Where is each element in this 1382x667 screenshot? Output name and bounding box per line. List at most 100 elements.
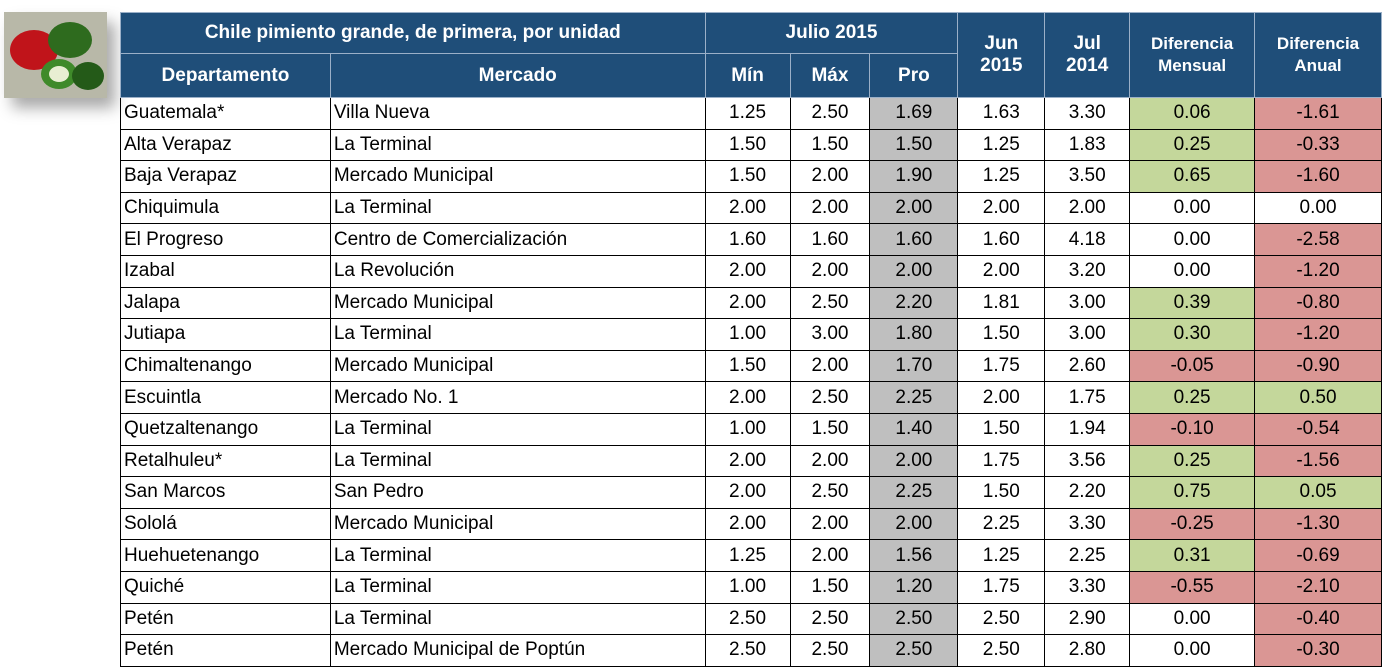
table-cell: 2.00: [704, 286, 791, 320]
table-cell: 2.50: [869, 634, 959, 667]
table-cell: 3.50: [1044, 160, 1131, 193]
table-cell: 1.00: [704, 570, 791, 604]
table-cell: 2.00: [957, 191, 1046, 225]
table-row: Quetzaltenango La Terminal 1.00 1.50 1.40 1.5…: [120, 412, 1382, 446]
table-cell: 3.30: [1044, 570, 1131, 604]
table-cell: 1.50: [957, 318, 1046, 351]
table-cell: Mercado Municipal de Poptún: [329, 634, 706, 667]
table-cell: -1.30: [1254, 507, 1382, 541]
table-cell: La Terminal: [329, 570, 706, 604]
table-cell: Escuintla: [120, 381, 331, 414]
table-row: Petén Mercado Municipal de Poptún 2.50 2.50…: [120, 634, 1382, 667]
table-cell: 0.06: [1129, 97, 1256, 130]
table-cell: Mercado Municipal: [329, 286, 706, 320]
table-cell: 2.50: [789, 634, 871, 667]
table-cell: 1.94: [1044, 412, 1131, 446]
column-header: Mercado: [329, 53, 706, 98]
table-cell: 2.50: [957, 634, 1046, 667]
table-cell: 2.00: [869, 191, 959, 225]
period-header: Julio 2015: [704, 12, 959, 54]
table-cell: -1.20: [1254, 318, 1382, 351]
table-cell: Alta Verapaz: [120, 128, 331, 162]
table-cell: Mercado No. 1: [329, 381, 706, 414]
table-cell: 2.00: [957, 254, 1046, 288]
table-cell: -1.60: [1254, 160, 1382, 193]
table-cell: 1.25: [957, 160, 1046, 193]
column-header: Pro: [869, 53, 959, 98]
jul-header: Jul 2014: [1044, 12, 1131, 98]
table-cell: Mercado Municipal: [329, 349, 706, 383]
dif-anual-header: Diferencia Anual: [1254, 12, 1382, 98]
table-row: Sololá Mercado Municipal 2.00 2.00 2.00 2.25 3…: [120, 507, 1382, 541]
table-cell: 1.90: [869, 160, 959, 193]
table-cell: 1.75: [957, 570, 1046, 604]
table-cell: 3.00: [1044, 286, 1131, 320]
table-cell: 3.56: [1044, 444, 1131, 478]
table-cell: -0.10: [1129, 412, 1256, 446]
table-cell: 2.25: [869, 381, 959, 414]
table-row: Petén La Terminal 2.50 2.50 2.50 2.50 2.90 0.00…: [120, 602, 1382, 636]
table-row: Alta Verapaz La Terminal 1.50 1.50 1.50 1.25 1…: [120, 128, 1382, 162]
table-cell: 0.25: [1129, 444, 1256, 478]
table-cell: San Marcos: [120, 476, 331, 509]
table-cell: 1.25: [704, 97, 791, 130]
table-row: Guatemala* Villa Nueva 1.25 2.50 1.69 1.63 3.3…: [120, 97, 1382, 130]
table-cell: 2.00: [704, 507, 791, 541]
table-row: Huehuetenango La Terminal 1.25 2.00 1.56 1.25…: [120, 539, 1382, 572]
table-cell: 2.25: [869, 476, 959, 509]
header-line: Anual: [1294, 56, 1342, 75]
table-cell: Centro de Comercialización: [329, 223, 706, 256]
table-cell: Mercado Municipal: [329, 507, 706, 541]
table-cell: 1.50: [789, 412, 871, 446]
table-cell: 1.50: [789, 128, 871, 162]
table-row: Escuintla Mercado No. 1 2.00 2.50 2.25 2.00 1.…: [120, 381, 1382, 414]
table-cell: 0.00: [1129, 254, 1256, 288]
table-cell: La Terminal: [329, 602, 706, 636]
table-cell: 1.75: [957, 349, 1046, 383]
table-cell: 3.00: [789, 318, 871, 351]
table-cell: 2.00: [1044, 191, 1131, 225]
table-cell: 2.50: [789, 476, 871, 509]
table-cell: -0.55: [1129, 570, 1256, 604]
table-cell: La Revolución: [329, 254, 706, 288]
table-cell: 1.20: [869, 570, 959, 604]
table-cell: -1.61: [1254, 97, 1382, 130]
header-line: Jul: [1073, 33, 1101, 54]
table-cell: 2.00: [869, 507, 959, 541]
table-cell: Guatemala*: [120, 97, 331, 130]
table-row: Baja Verapaz Mercado Municipal 1.50 2.00 1.9…: [120, 160, 1382, 193]
header-line: 2014: [1066, 55, 1109, 76]
table-cell: -0.40: [1254, 602, 1382, 636]
table-cell: -0.80: [1254, 286, 1382, 320]
table-cell: 1.25: [704, 539, 791, 572]
table-cell: Villa Nueva: [329, 97, 706, 130]
table-cell: 1.50: [789, 570, 871, 604]
table-cell: -0.90: [1254, 349, 1382, 383]
table-cell: 2.00: [704, 381, 791, 414]
table-cell: 2.00: [789, 254, 871, 288]
header-line: 2015: [980, 55, 1023, 76]
table-cell: 0.00: [1129, 634, 1256, 667]
header-line: Jun: [984, 33, 1019, 54]
table-cell: La Terminal: [329, 191, 706, 225]
table-cell: 2.00: [789, 160, 871, 193]
table-cell: Petén: [120, 602, 331, 636]
table-row: Chimaltenango Mercado Municipal 1.50 2.00 1.…: [120, 349, 1382, 383]
table-cell: Chimaltenango: [120, 349, 331, 383]
table-cell: 3.30: [1044, 507, 1131, 541]
table-cell: Jutiapa: [120, 318, 331, 351]
header-line: Diferencia: [1276, 34, 1360, 53]
dif-mensual-header: Diferencia Mensual: [1129, 12, 1256, 98]
table-cell: 1.50: [704, 160, 791, 193]
table-cell: Izabal: [120, 254, 331, 288]
table-cell: 0.31: [1129, 539, 1256, 572]
table-cell: 2.00: [869, 444, 959, 478]
header-line: Mensual: [1158, 56, 1227, 75]
table-cell: Huehuetenango: [120, 539, 331, 572]
table-cell: 2.00: [789, 539, 871, 572]
table-cell: 0.00: [1129, 223, 1256, 256]
table-cell: 2.00: [957, 381, 1046, 414]
table-cell: 2.80: [1044, 634, 1131, 667]
column-header: Mín: [704, 53, 791, 98]
table-cell: 1.60: [789, 223, 871, 256]
